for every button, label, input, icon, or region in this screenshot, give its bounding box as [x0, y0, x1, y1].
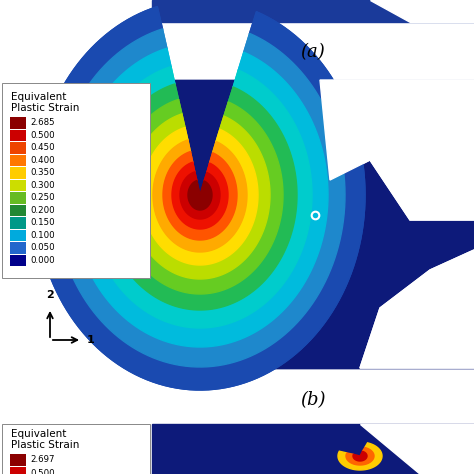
- Polygon shape: [360, 250, 474, 368]
- Text: 0.000: 0.000: [30, 256, 55, 265]
- Bar: [152, 424, 474, 474]
- Polygon shape: [153, 140, 247, 252]
- Bar: [10, 454, 26, 466]
- Polygon shape: [88, 66, 312, 328]
- Polygon shape: [142, 128, 258, 265]
- Polygon shape: [320, 80, 474, 220]
- Polygon shape: [370, 0, 474, 22]
- Polygon shape: [142, 128, 258, 265]
- Bar: [10, 467, 26, 474]
- Polygon shape: [153, 140, 247, 252]
- Bar: [10, 204, 26, 216]
- Text: (b): (b): [300, 391, 326, 409]
- Text: (a): (a): [301, 43, 325, 61]
- Polygon shape: [188, 181, 212, 210]
- Text: 0.450: 0.450: [30, 143, 55, 152]
- Polygon shape: [55, 29, 345, 367]
- Polygon shape: [163, 152, 237, 240]
- Polygon shape: [103, 84, 297, 310]
- Polygon shape: [172, 162, 228, 229]
- Polygon shape: [55, 29, 345, 367]
- Text: 2.697: 2.697: [30, 456, 55, 465]
- Bar: [152, 80, 474, 368]
- Text: 1: 1: [87, 335, 95, 345]
- Text: 0.150: 0.150: [30, 218, 55, 227]
- Text: 0.500: 0.500: [30, 131, 55, 140]
- Bar: [152, 0, 474, 22]
- Polygon shape: [360, 250, 474, 368]
- Text: Plastic Strain: Plastic Strain: [11, 440, 79, 450]
- Bar: [2, 424, 150, 474]
- Bar: [10, 129, 26, 141]
- Polygon shape: [188, 181, 212, 210]
- Polygon shape: [163, 152, 237, 240]
- Bar: [10, 192, 26, 203]
- Text: 0.400: 0.400: [30, 156, 55, 165]
- Polygon shape: [130, 114, 270, 279]
- Bar: [10, 155, 26, 166]
- Text: Equivalent: Equivalent: [11, 92, 66, 102]
- Bar: [10, 229, 26, 241]
- Polygon shape: [130, 114, 270, 279]
- Polygon shape: [117, 100, 283, 294]
- Polygon shape: [35, 7, 365, 390]
- Text: 0.250: 0.250: [30, 193, 55, 202]
- Bar: [10, 255, 26, 266]
- Polygon shape: [72, 48, 328, 347]
- Polygon shape: [117, 100, 283, 294]
- Polygon shape: [88, 66, 312, 328]
- Bar: [152, 80, 474, 368]
- Polygon shape: [360, 424, 474, 474]
- Bar: [10, 217, 26, 228]
- Bar: [10, 167, 26, 179]
- Bar: [10, 142, 26, 154]
- Polygon shape: [180, 172, 220, 219]
- Polygon shape: [320, 80, 474, 220]
- Bar: [10, 117, 26, 128]
- Text: 0.300: 0.300: [30, 181, 55, 190]
- Text: 0.050: 0.050: [30, 243, 55, 252]
- Text: 2: 2: [46, 290, 54, 300]
- Text: 0.100: 0.100: [30, 231, 55, 240]
- Text: 0.350: 0.350: [30, 168, 55, 177]
- Polygon shape: [103, 84, 297, 310]
- Bar: [10, 180, 26, 191]
- Bar: [2, 83, 150, 278]
- Text: Equivalent: Equivalent: [11, 429, 66, 439]
- Polygon shape: [72, 48, 328, 347]
- Polygon shape: [346, 447, 374, 465]
- Polygon shape: [180, 172, 220, 219]
- Bar: [10, 242, 26, 254]
- Text: 2.685: 2.685: [30, 118, 55, 127]
- Polygon shape: [353, 451, 367, 461]
- Polygon shape: [338, 443, 382, 470]
- Polygon shape: [35, 7, 365, 390]
- Text: 0.500: 0.500: [30, 468, 55, 474]
- Text: 0.200: 0.200: [30, 206, 55, 215]
- Polygon shape: [172, 162, 228, 229]
- Text: Plastic Strain: Plastic Strain: [11, 103, 79, 113]
